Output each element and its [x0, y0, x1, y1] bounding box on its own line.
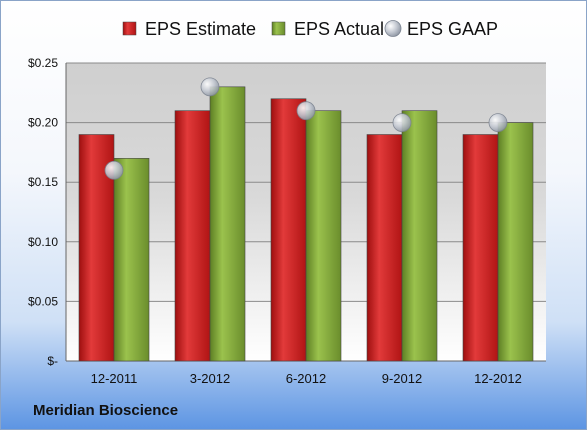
x-tick-label: 12-2012	[474, 371, 522, 386]
x-tick-label: 6-2012	[286, 371, 326, 386]
bar-eps-estimate	[174, 110, 211, 362]
legend-swatch	[384, 20, 402, 37]
y-tick-label: $0.20	[28, 116, 58, 130]
bar-eps-estimate	[270, 98, 307, 362]
marker-eps-gaap	[200, 77, 220, 97]
legend-swatch	[122, 21, 137, 36]
y-tick-label: $0.05	[28, 294, 58, 308]
bar-eps-actual	[401, 110, 438, 362]
x-tick-label: 9-2012	[382, 371, 422, 386]
bar-eps-actual	[209, 86, 246, 362]
company-name: Meridian Bioscience	[33, 402, 179, 419]
marker-eps-gaap	[104, 160, 124, 180]
legend-label: EPS Actual	[294, 19, 384, 39]
legend-label: EPS GAAP	[407, 19, 498, 39]
x-tick-label: 12-2011	[91, 371, 138, 386]
bar-eps-actual	[305, 110, 342, 362]
legend-swatch	[271, 21, 286, 36]
bar-eps-actual	[497, 122, 534, 362]
marker-eps-gaap	[488, 113, 508, 132]
x-tick-label: 3-2012	[190, 371, 230, 386]
y-tick-label: $0.25	[28, 56, 58, 70]
bar-eps-estimate	[366, 134, 403, 362]
legend-label: EPS Estimate	[145, 19, 256, 39]
marker-eps-gaap	[296, 101, 316, 121]
y-tick-label: $0.10	[28, 235, 58, 249]
eps-chart: $- $0.05 $0.10 $0.15 $0.20 $0.25 12-2011 3-2012…	[28, 19, 546, 386]
marker-eps-gaap	[392, 113, 412, 132]
bar-eps-actual	[113, 158, 150, 362]
bar-eps-estimate	[462, 134, 499, 362]
legend: EPS Estimate EPS Actual EPS GAAP	[122, 19, 498, 39]
y-tick-label: $0.15	[28, 175, 58, 189]
y-tick-label: $-	[47, 354, 58, 368]
